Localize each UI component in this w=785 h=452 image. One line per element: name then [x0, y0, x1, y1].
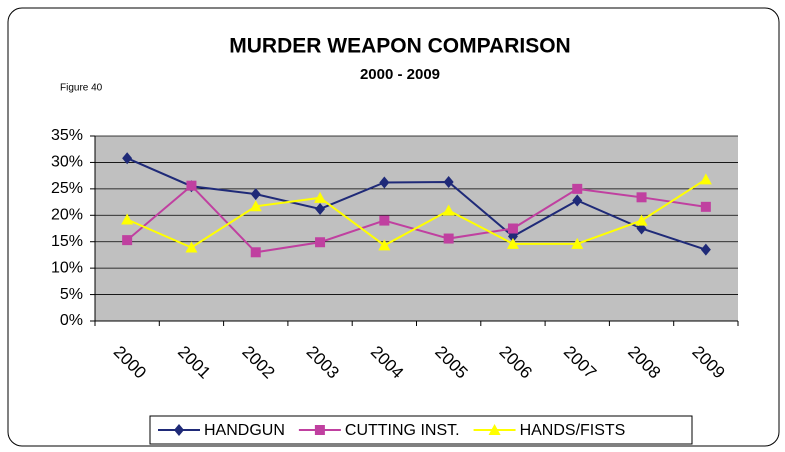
marker	[249, 200, 262, 212]
marker	[572, 183, 583, 194]
marker	[122, 152, 133, 165]
marker	[699, 173, 712, 185]
chart-title: MURDER WEAPON COMPARISON	[229, 35, 570, 58]
y-tick-label: 35%	[51, 127, 83, 144]
marker	[488, 424, 501, 435]
y-tick-label: 30%	[51, 154, 83, 171]
legend-label: CUTTING INST.	[345, 422, 460, 439]
marker	[379, 215, 390, 226]
marker	[700, 243, 711, 256]
marker	[121, 213, 134, 225]
legend-box	[149, 415, 693, 445]
marker	[315, 237, 326, 248]
marker	[314, 191, 327, 203]
series-line	[126, 184, 706, 254]
y-tick-label: 25%	[51, 180, 83, 197]
marker	[250, 188, 261, 201]
marker	[186, 180, 197, 191]
marker	[314, 425, 325, 435]
marker	[378, 239, 391, 251]
marker	[443, 175, 454, 188]
legend: HANDGUN CUTTING INST. HANDS/FISTS	[149, 415, 693, 445]
marker	[443, 233, 454, 244]
marker	[572, 194, 583, 207]
series-line	[126, 178, 707, 249]
marker	[185, 241, 198, 253]
marker	[442, 204, 455, 216]
marker	[174, 424, 184, 436]
chart-subtitle: 2000 - 2009	[360, 66, 440, 83]
y-tick-label: 20%	[51, 207, 83, 224]
series-line	[126, 157, 707, 251]
marker	[635, 214, 648, 226]
marker	[315, 202, 326, 215]
marker	[700, 201, 711, 212]
y-tick-label: 5%	[60, 286, 83, 303]
marker	[506, 237, 519, 249]
marker	[250, 247, 261, 258]
marker	[379, 176, 390, 189]
y-tick-label: 15%	[51, 233, 83, 250]
marker	[507, 223, 518, 234]
figure-label: Figure 40	[60, 83, 103, 94]
marker	[636, 192, 647, 203]
marker	[122, 235, 133, 246]
legend-label: HANDS/FISTS	[520, 422, 626, 439]
y-tick-label: 10%	[51, 259, 83, 276]
legend-label: HANDGUN	[204, 422, 285, 439]
marker	[571, 237, 584, 249]
y-tick-label: 0%	[60, 312, 83, 329]
